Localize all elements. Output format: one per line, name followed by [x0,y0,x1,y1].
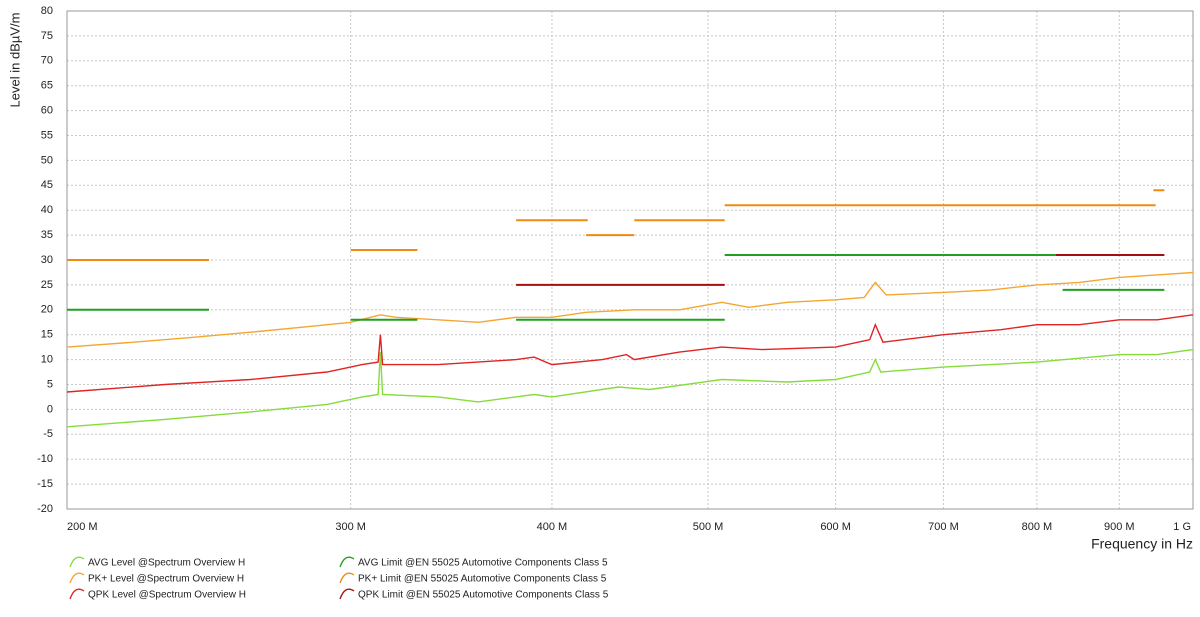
legend-label: QPK Level @Spectrum Overview H [88,590,246,601]
y-tick-label: 35 [41,229,53,241]
x-tick-label: 200 M [67,521,98,533]
y-tick-label: -5 [43,428,53,440]
y-tick-label: -10 [37,453,53,465]
legend-icon [339,588,355,600]
x-tick-label: 1 G [1173,521,1191,533]
legend-label: QPK Limit @EN 55025 Automotive Component… [358,590,609,601]
legend-icon [69,588,85,600]
series-line [66,271,1194,348]
x-tick-label: 700 M [928,521,959,533]
y-tick-label: 30 [41,254,53,266]
legend-label: AVG Level @Spectrum Overview H [88,558,245,569]
series-line [66,348,1194,428]
y-tick-label: 65 [41,80,53,92]
x-tick-label: 300 M [335,521,366,533]
y-tick-label: 20 [41,304,53,316]
y-tick-label: 60 [41,105,53,117]
y-tick-label: 25 [41,279,53,291]
y-tick-label: 40 [41,204,53,216]
x-tick-label: 900 M [1104,521,1135,533]
x-tick-label: 600 M [820,521,851,533]
legend-icon [69,572,85,584]
legend-label: PK+ Level @Spectrum Overview H [88,574,244,585]
y-axis-label: Level in dBµV/m [7,13,22,108]
legend-icon [339,556,355,568]
y-tick-label: 70 [41,55,53,67]
y-tick-label: 75 [41,30,53,42]
legend-label: PK+ Limit @EN 55025 Automotive Component… [358,574,607,585]
x-tick-label: 800 M [1022,521,1053,533]
series-line [67,254,1165,321]
x-tick-label: 400 M [537,521,568,533]
series-line [516,254,1165,286]
x-tick-label: 500 M [693,521,724,533]
y-tick-label: -20 [37,503,53,515]
y-tick-label: 50 [41,154,53,166]
y-tick-label: 45 [41,179,53,191]
y-tick-label: 15 [41,329,53,341]
y-tick-label: -15 [37,478,53,490]
y-tick-label: 10 [41,354,53,366]
y-tick-label: 0 [47,403,53,415]
series-line [66,314,1194,393]
y-tick-label: 55 [41,129,53,141]
legend-icon [69,556,85,568]
legend-label: AVG Limit @EN 55025 Automotive Component… [358,558,608,569]
y-tick-label: 80 [41,5,53,17]
series-line [67,189,1165,261]
x-axis-label: Frequency in Hz [1091,536,1193,552]
y-tick-label: 5 [47,378,53,390]
legend-icon [339,572,355,584]
